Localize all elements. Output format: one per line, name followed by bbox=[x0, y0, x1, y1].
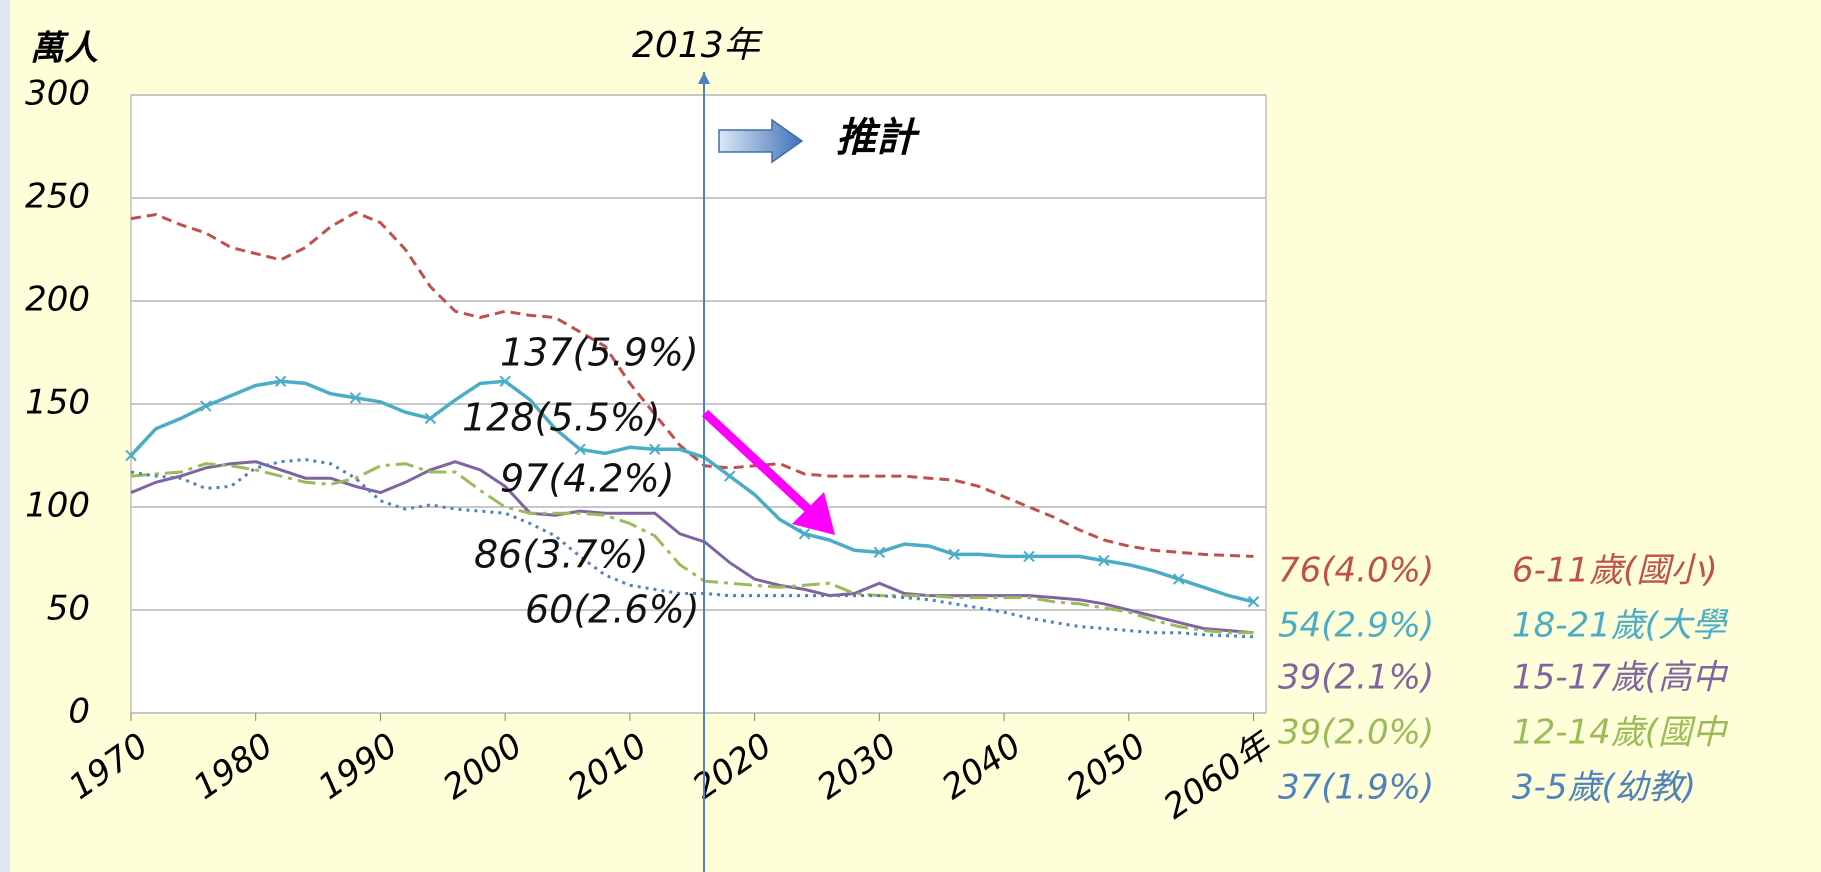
point-marker bbox=[873, 546, 886, 559]
y-axis-label: 萬人 bbox=[30, 29, 98, 69]
point-marker bbox=[274, 375, 287, 388]
annotation: 97(4.2%) bbox=[500, 457, 675, 501]
legend-name: 15-17歲(高中 bbox=[1512, 658, 1729, 698]
point-marker bbox=[424, 412, 437, 425]
legend-name: 12-14歲(國中 bbox=[1512, 713, 1729, 753]
point-marker bbox=[1172, 573, 1185, 585]
y-tick-label: 300 bbox=[25, 74, 90, 114]
legend-value: 39(2.1%) bbox=[1278, 658, 1434, 698]
divider-arrowhead bbox=[698, 72, 710, 84]
legend-name: 18-21歲(大學 bbox=[1512, 606, 1729, 646]
point-marker bbox=[200, 400, 212, 412]
legend-value: 76(4.0%) bbox=[1278, 551, 1434, 591]
annotation: 137(5.9%) bbox=[500, 331, 699, 375]
point-marker bbox=[1098, 554, 1110, 567]
series-line bbox=[130, 460, 1254, 635]
point-marker bbox=[499, 375, 511, 388]
trend-arrowhead bbox=[792, 492, 835, 535]
projection-arrow bbox=[718, 118, 804, 164]
trend-arrow bbox=[701, 409, 824, 524]
y-tick-label: 250 bbox=[25, 177, 90, 217]
y-tick-label: 150 bbox=[25, 383, 90, 423]
y-tick-label: 200 bbox=[25, 280, 90, 320]
y-tick-label: 100 bbox=[25, 486, 90, 526]
point-marker bbox=[948, 548, 960, 561]
legend-name: 3-5歲(幼教) bbox=[1512, 768, 1696, 808]
point-marker bbox=[1247, 596, 1260, 608]
y-tick-label: 0 bbox=[68, 692, 90, 732]
y-tick-label: 50 bbox=[47, 589, 90, 629]
point-marker bbox=[1023, 550, 1035, 563]
point-marker bbox=[649, 443, 661, 456]
legend-value: 39(2.0%) bbox=[1278, 713, 1434, 753]
legend-value: 37(1.9%) bbox=[1278, 768, 1434, 808]
legend-name: 6-11歲(國小) bbox=[1512, 551, 1718, 591]
divider-label: 2013年 bbox=[632, 25, 764, 66]
left-edge bbox=[0, 0, 10, 872]
point-marker bbox=[125, 449, 137, 462]
point-marker bbox=[574, 443, 586, 456]
annotation: 86(3.7%) bbox=[474, 533, 649, 577]
annotation: 60(2.6%) bbox=[525, 588, 700, 632]
series-line bbox=[130, 210, 1254, 558]
projection-label: 推計 bbox=[836, 115, 920, 161]
point-marker bbox=[349, 392, 362, 404]
point-marker bbox=[723, 470, 736, 482]
series-line bbox=[129, 379, 1254, 604]
annotation: 128(5.5%) bbox=[462, 396, 661, 440]
legend-value: 54(2.9%) bbox=[1278, 606, 1434, 646]
point-marker bbox=[798, 528, 811, 540]
